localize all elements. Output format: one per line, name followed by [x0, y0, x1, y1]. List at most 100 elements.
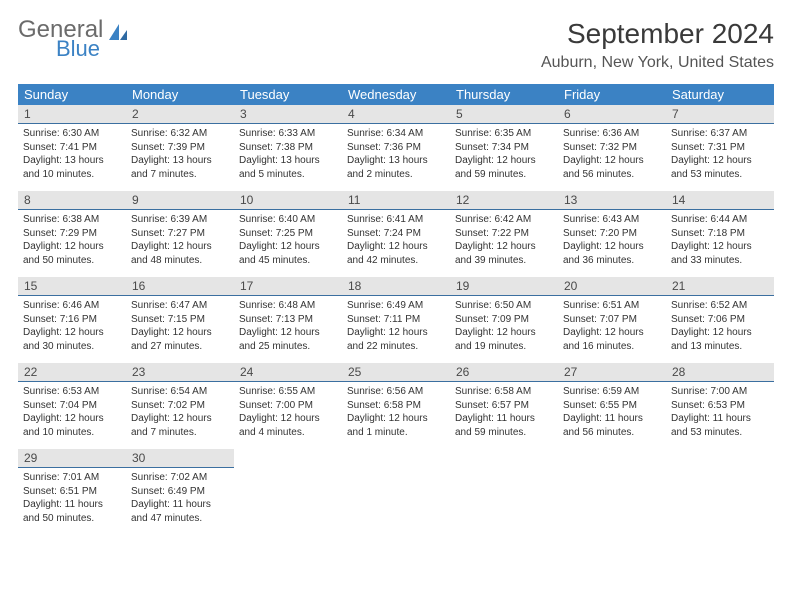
- day-details: Sunrise: 6:56 AMSunset: 6:58 PMDaylight:…: [342, 382, 450, 443]
- calendar-day-cell: 26Sunrise: 6:58 AMSunset: 6:57 PMDayligh…: [450, 363, 558, 449]
- day-number: 26: [450, 363, 558, 382]
- weekday-header: Friday: [558, 84, 666, 105]
- day-number: 3: [234, 105, 342, 124]
- day-number: 22: [18, 363, 126, 382]
- calendar-day-cell: 8Sunrise: 6:38 AMSunset: 7:29 PMDaylight…: [18, 191, 126, 277]
- weekday-header: Tuesday: [234, 84, 342, 105]
- calendar-day-cell: 6Sunrise: 6:36 AMSunset: 7:32 PMDaylight…: [558, 105, 666, 191]
- page-header: General Blue September 2024 Auburn, New …: [18, 18, 774, 72]
- calendar-day-cell: 27Sunrise: 6:59 AMSunset: 6:55 PMDayligh…: [558, 363, 666, 449]
- day-number: 9: [126, 191, 234, 210]
- day-details: Sunrise: 6:37 AMSunset: 7:31 PMDaylight:…: [666, 124, 774, 185]
- day-number: 7: [666, 105, 774, 124]
- calendar-day-cell: 11Sunrise: 6:41 AMSunset: 7:24 PMDayligh…: [342, 191, 450, 277]
- day-number: 25: [342, 363, 450, 382]
- calendar-day-cell: 17Sunrise: 6:48 AMSunset: 7:13 PMDayligh…: [234, 277, 342, 363]
- calendar-day-cell: [666, 449, 774, 535]
- day-number: 15: [18, 277, 126, 296]
- calendar-day-cell: 19Sunrise: 6:50 AMSunset: 7:09 PMDayligh…: [450, 277, 558, 363]
- day-details: Sunrise: 6:36 AMSunset: 7:32 PMDaylight:…: [558, 124, 666, 185]
- calendar-day-cell: 9Sunrise: 6:39 AMSunset: 7:27 PMDaylight…: [126, 191, 234, 277]
- logo-text: General Blue: [18, 18, 103, 60]
- calendar-day-cell: 10Sunrise: 6:40 AMSunset: 7:25 PMDayligh…: [234, 191, 342, 277]
- month-title: September 2024: [541, 18, 774, 50]
- day-details: Sunrise: 6:43 AMSunset: 7:20 PMDaylight:…: [558, 210, 666, 271]
- day-details: Sunrise: 6:48 AMSunset: 7:13 PMDaylight:…: [234, 296, 342, 357]
- day-number: 17: [234, 277, 342, 296]
- day-details: Sunrise: 6:51 AMSunset: 7:07 PMDaylight:…: [558, 296, 666, 357]
- day-details: Sunrise: 6:52 AMSunset: 7:06 PMDaylight:…: [666, 296, 774, 357]
- calendar-day-cell: 29Sunrise: 7:01 AMSunset: 6:51 PMDayligh…: [18, 449, 126, 535]
- day-details: Sunrise: 6:49 AMSunset: 7:11 PMDaylight:…: [342, 296, 450, 357]
- calendar-day-cell: 22Sunrise: 6:53 AMSunset: 7:04 PMDayligh…: [18, 363, 126, 449]
- calendar-day-cell: 14Sunrise: 6:44 AMSunset: 7:18 PMDayligh…: [666, 191, 774, 277]
- day-number: 20: [558, 277, 666, 296]
- calendar-day-cell: 15Sunrise: 6:46 AMSunset: 7:16 PMDayligh…: [18, 277, 126, 363]
- day-details: Sunrise: 6:54 AMSunset: 7:02 PMDaylight:…: [126, 382, 234, 443]
- calendar-day-cell: 28Sunrise: 7:00 AMSunset: 6:53 PMDayligh…: [666, 363, 774, 449]
- day-number: 13: [558, 191, 666, 210]
- weekday-header: Monday: [126, 84, 234, 105]
- day-number: 18: [342, 277, 450, 296]
- calendar-body: 1Sunrise: 6:30 AMSunset: 7:41 PMDaylight…: [18, 105, 774, 535]
- weekday-header: Thursday: [450, 84, 558, 105]
- weekday-header: Wednesday: [342, 84, 450, 105]
- calendar-day-cell: 4Sunrise: 6:34 AMSunset: 7:36 PMDaylight…: [342, 105, 450, 191]
- day-number: 16: [126, 277, 234, 296]
- day-number: 21: [666, 277, 774, 296]
- day-number: 10: [234, 191, 342, 210]
- calendar-day-cell: [558, 449, 666, 535]
- calendar-day-cell: 20Sunrise: 6:51 AMSunset: 7:07 PMDayligh…: [558, 277, 666, 363]
- day-details: Sunrise: 6:50 AMSunset: 7:09 PMDaylight:…: [450, 296, 558, 357]
- day-details: Sunrise: 6:58 AMSunset: 6:57 PMDaylight:…: [450, 382, 558, 443]
- day-number: 2: [126, 105, 234, 124]
- calendar-week-row: 8Sunrise: 6:38 AMSunset: 7:29 PMDaylight…: [18, 191, 774, 277]
- day-details: Sunrise: 6:32 AMSunset: 7:39 PMDaylight:…: [126, 124, 234, 185]
- calendar-week-row: 22Sunrise: 6:53 AMSunset: 7:04 PMDayligh…: [18, 363, 774, 449]
- day-number: 23: [126, 363, 234, 382]
- calendar-day-cell: 25Sunrise: 6:56 AMSunset: 6:58 PMDayligh…: [342, 363, 450, 449]
- weekday-header: Saturday: [666, 84, 774, 105]
- day-details: Sunrise: 7:02 AMSunset: 6:49 PMDaylight:…: [126, 468, 234, 529]
- location-text: Auburn, New York, United States: [541, 54, 774, 72]
- day-number: 4: [342, 105, 450, 124]
- day-number: 6: [558, 105, 666, 124]
- calendar-day-cell: 23Sunrise: 6:54 AMSunset: 7:02 PMDayligh…: [126, 363, 234, 449]
- calendar-day-cell: 18Sunrise: 6:49 AMSunset: 7:11 PMDayligh…: [342, 277, 450, 363]
- calendar-header-row: SundayMondayTuesdayWednesdayThursdayFrid…: [18, 84, 774, 105]
- calendar-day-cell: [450, 449, 558, 535]
- calendar-day-cell: 3Sunrise: 6:33 AMSunset: 7:38 PMDaylight…: [234, 105, 342, 191]
- calendar-day-cell: 21Sunrise: 6:52 AMSunset: 7:06 PMDayligh…: [666, 277, 774, 363]
- calendar-day-cell: 24Sunrise: 6:55 AMSunset: 7:00 PMDayligh…: [234, 363, 342, 449]
- calendar-day-cell: 13Sunrise: 6:43 AMSunset: 7:20 PMDayligh…: [558, 191, 666, 277]
- day-details: Sunrise: 6:41 AMSunset: 7:24 PMDaylight:…: [342, 210, 450, 271]
- day-number: 19: [450, 277, 558, 296]
- day-number: 5: [450, 105, 558, 124]
- day-details: Sunrise: 6:34 AMSunset: 7:36 PMDaylight:…: [342, 124, 450, 185]
- calendar-day-cell: 12Sunrise: 6:42 AMSunset: 7:22 PMDayligh…: [450, 191, 558, 277]
- day-details: Sunrise: 6:42 AMSunset: 7:22 PMDaylight:…: [450, 210, 558, 271]
- brand-logo: General Blue: [18, 18, 129, 60]
- day-number: 28: [666, 363, 774, 382]
- day-number: 27: [558, 363, 666, 382]
- calendar-week-row: 15Sunrise: 6:46 AMSunset: 7:16 PMDayligh…: [18, 277, 774, 363]
- day-details: Sunrise: 6:44 AMSunset: 7:18 PMDaylight:…: [666, 210, 774, 271]
- day-number: 24: [234, 363, 342, 382]
- calendar-day-cell: 30Sunrise: 7:02 AMSunset: 6:49 PMDayligh…: [126, 449, 234, 535]
- day-details: Sunrise: 6:39 AMSunset: 7:27 PMDaylight:…: [126, 210, 234, 271]
- day-details: Sunrise: 6:47 AMSunset: 7:15 PMDaylight:…: [126, 296, 234, 357]
- calendar-table: SundayMondayTuesdayWednesdayThursdayFrid…: [18, 84, 774, 535]
- calendar-day-cell: [234, 449, 342, 535]
- calendar-day-cell: 7Sunrise: 6:37 AMSunset: 7:31 PMDaylight…: [666, 105, 774, 191]
- calendar-day-cell: 1Sunrise: 6:30 AMSunset: 7:41 PMDaylight…: [18, 105, 126, 191]
- day-details: Sunrise: 6:53 AMSunset: 7:04 PMDaylight:…: [18, 382, 126, 443]
- weekday-header: Sunday: [18, 84, 126, 105]
- title-block: September 2024 Auburn, New York, United …: [541, 18, 774, 72]
- day-number: 29: [18, 449, 126, 468]
- sail-icon: [107, 22, 129, 49]
- day-details: Sunrise: 6:55 AMSunset: 7:00 PMDaylight:…: [234, 382, 342, 443]
- day-number: 30: [126, 449, 234, 468]
- day-number: 11: [342, 191, 450, 210]
- day-details: Sunrise: 6:38 AMSunset: 7:29 PMDaylight:…: [18, 210, 126, 271]
- calendar-day-cell: 16Sunrise: 6:47 AMSunset: 7:15 PMDayligh…: [126, 277, 234, 363]
